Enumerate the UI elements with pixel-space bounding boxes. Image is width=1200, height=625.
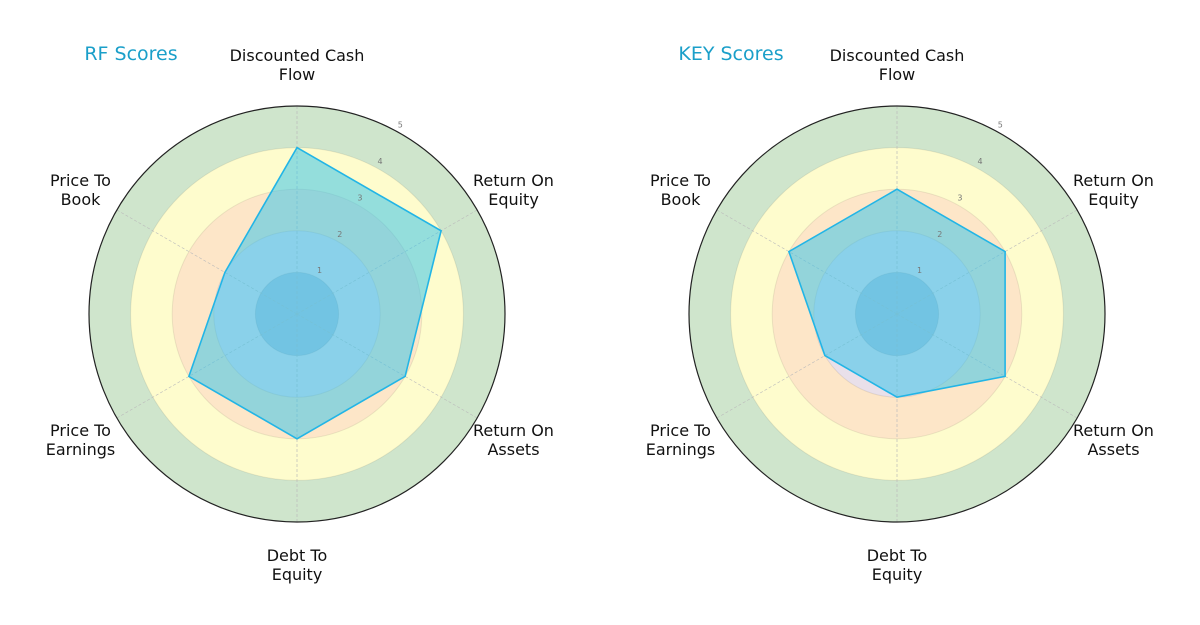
axis-label-line: Price To xyxy=(50,421,111,440)
axis-label-line: Equity xyxy=(1088,190,1139,209)
axis-label-line: Assets xyxy=(1087,440,1139,459)
axis-label: Return On Assets xyxy=(473,421,554,459)
r-tick-label: 2 xyxy=(937,230,942,239)
axis-label: Return On Equity xyxy=(473,171,554,209)
axis-label: Return On Equity xyxy=(1073,171,1154,209)
axis-label: Price To Book xyxy=(50,171,111,209)
axis-label-line: Flow xyxy=(279,65,316,84)
axis-label: Return On Assets xyxy=(1073,421,1154,459)
axis-label-line: Equity xyxy=(488,190,539,209)
axis-label-line: Return On xyxy=(1073,171,1154,190)
axis-label-line: Book xyxy=(61,190,102,209)
axis-label: Price To Earnings xyxy=(646,421,715,459)
axis-label-line: Equity xyxy=(872,565,923,584)
r-tick-label: 4 xyxy=(378,157,383,166)
r-tick-label: 3 xyxy=(957,193,962,202)
axis-label-line: Return On xyxy=(473,421,554,440)
axis-label-line: Price To xyxy=(50,171,111,190)
axis-label-line: Equity xyxy=(272,565,323,584)
r-tick-label: 4 xyxy=(978,157,983,166)
axis-label: Debt To Equity xyxy=(267,546,328,584)
axis-label: Price To Book xyxy=(650,171,711,209)
axis-label-line: Price To xyxy=(650,171,711,190)
r-tick-label: 5 xyxy=(398,121,403,130)
axis-label-line: Earnings xyxy=(646,440,715,459)
axis-label-line: Discounted Cash xyxy=(230,46,365,65)
axis-label: Discounted Cash Flow xyxy=(230,46,365,84)
axis-label: Debt To Equity xyxy=(867,546,928,584)
axis-label-line: Assets xyxy=(487,440,539,459)
axis-label: Discounted Cash Flow xyxy=(830,46,965,84)
outer-ring xyxy=(688,105,1106,523)
axis-label-line: Return On xyxy=(473,171,554,190)
r-tick-label: 5 xyxy=(998,121,1003,130)
axis-label-line: Return On xyxy=(1073,421,1154,440)
axis-label-line: Flow xyxy=(879,65,916,84)
axis-label: Price To Earnings xyxy=(46,421,115,459)
axis-label-line: Earnings xyxy=(46,440,115,459)
axis-label-line: Price To xyxy=(650,421,711,440)
outer-ring xyxy=(88,105,506,523)
axis-label-line: Book xyxy=(661,190,702,209)
r-tick-label: 2 xyxy=(337,230,342,239)
chart-title: KEY Scores xyxy=(678,43,783,65)
axis-label-line: Debt To xyxy=(267,546,328,565)
r-tick-label: 3 xyxy=(357,193,362,202)
axis-label-line: Debt To xyxy=(867,546,928,565)
chart-title: RF Scores xyxy=(84,43,177,65)
axis-label-line: Discounted Cash xyxy=(830,46,965,65)
r-tick-label: 1 xyxy=(317,266,322,275)
r-tick-label: 1 xyxy=(917,266,922,275)
